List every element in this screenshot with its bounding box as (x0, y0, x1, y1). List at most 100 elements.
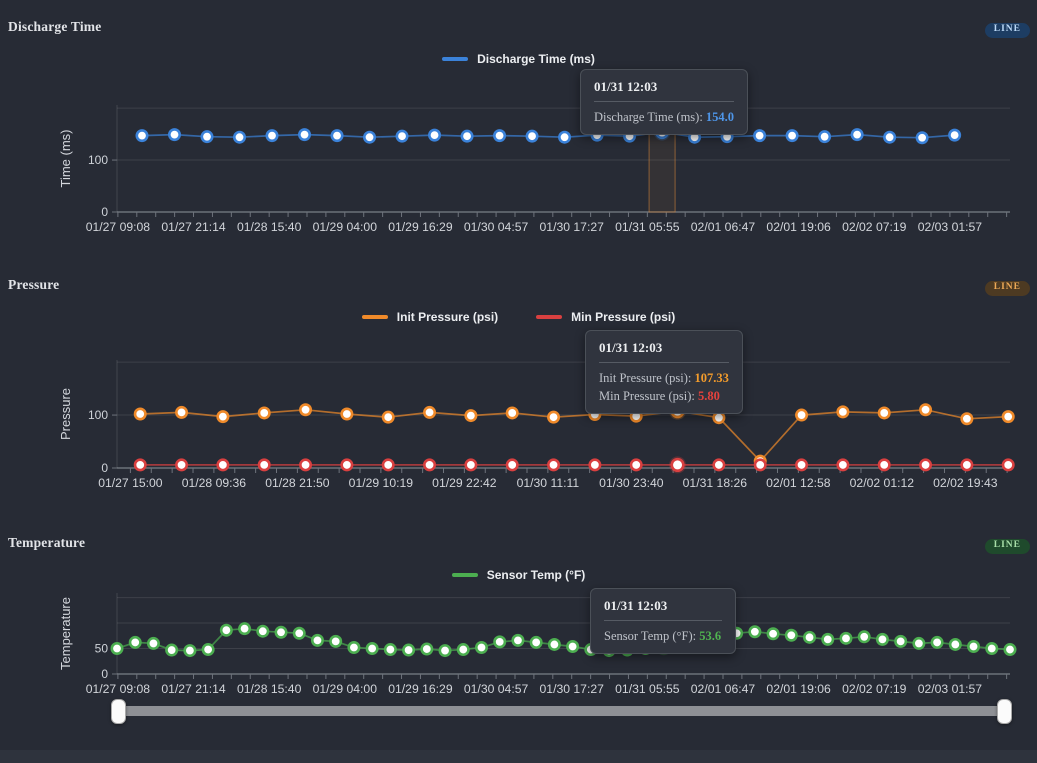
data-point[interactable] (460, 129, 474, 143)
data-point[interactable] (753, 458, 767, 472)
legend-item[interactable]: Init Pressure (psi) (361, 310, 498, 324)
data-point[interactable] (529, 635, 543, 649)
data-point[interactable] (1001, 410, 1015, 424)
data-point[interactable] (785, 129, 799, 143)
data-point[interactable] (877, 458, 891, 472)
data-point[interactable] (967, 639, 981, 653)
slider-handle-right[interactable] (997, 699, 1012, 724)
data-point[interactable] (784, 628, 798, 642)
data-point[interactable] (948, 637, 962, 651)
data-point[interactable] (175, 405, 189, 419)
data-point[interactable] (110, 642, 124, 656)
data-point[interactable] (894, 634, 908, 648)
data-point[interactable] (165, 643, 179, 657)
plot-area[interactable]: 01/27 09:08 01/27 21:14 01/28 15:40 01/29 0… (0, 516, 1037, 763)
data-point[interactable] (547, 637, 561, 651)
legend-item[interactable]: Min Pressure (psi) (536, 310, 675, 324)
data-point[interactable] (423, 458, 437, 472)
data-point[interactable] (948, 128, 962, 142)
data-point[interactable] (219, 623, 233, 637)
data-point[interactable] (960, 458, 974, 472)
data-point[interactable] (850, 128, 864, 142)
data-point[interactable] (257, 458, 271, 472)
data-point[interactable] (456, 643, 470, 657)
data-point[interactable] (753, 129, 767, 143)
data-point[interactable] (257, 406, 271, 420)
data-point[interactable] (629, 458, 643, 472)
data-point[interactable] (493, 129, 507, 143)
data-point[interactable] (818, 130, 832, 144)
legend-item[interactable]: Sensor Temp (°F) (451, 568, 585, 582)
data-point[interactable] (329, 634, 343, 648)
data-point[interactable] (381, 410, 395, 424)
data-point[interactable] (857, 630, 871, 644)
chart-type-badge[interactable]: LINE (984, 281, 1030, 296)
data-point[interactable] (299, 458, 313, 472)
data-point[interactable] (511, 633, 525, 647)
data-point[interactable] (238, 622, 252, 636)
data-point[interactable] (748, 625, 762, 639)
data-point[interactable] (175, 458, 189, 472)
data-point[interactable] (299, 403, 313, 417)
data-point[interactable] (464, 458, 478, 472)
data-point[interactable] (912, 636, 926, 650)
data-point[interactable] (381, 458, 395, 472)
data-point[interactable] (200, 130, 214, 144)
data-point[interactable] (298, 128, 312, 142)
data-point[interactable] (566, 639, 580, 653)
data-point[interactable] (915, 131, 929, 145)
data-point[interactable] (919, 458, 933, 472)
data-point[interactable] (766, 627, 780, 641)
chart-type-badge[interactable]: LINE (984, 23, 1030, 38)
data-point[interactable] (821, 632, 835, 646)
data-point[interactable] (558, 130, 572, 144)
data-point[interactable] (128, 635, 142, 649)
data-point[interactable] (836, 458, 850, 472)
chart-type-badge[interactable]: LINE (984, 539, 1030, 554)
data-point[interactable] (365, 642, 379, 656)
slider-handle-left[interactable] (111, 699, 126, 724)
data-point[interactable] (505, 406, 519, 420)
data-point[interactable] (670, 457, 685, 473)
data-point[interactable] (588, 458, 602, 472)
data-point[interactable] (233, 130, 247, 144)
data-point[interactable] (875, 632, 889, 646)
data-point[interactable] (930, 635, 944, 649)
data-point[interactable] (803, 630, 817, 644)
data-point[interactable] (183, 644, 197, 658)
range-slider-track[interactable] (118, 706, 1010, 716)
data-point[interactable] (795, 458, 809, 472)
data-point[interactable] (201, 643, 215, 657)
data-point[interactable] (1003, 643, 1017, 657)
legend-item[interactable]: Discharge Time (ms) (442, 52, 595, 66)
data-point[interactable] (712, 458, 726, 472)
data-point[interactable] (340, 458, 354, 472)
data-point[interactable] (795, 408, 809, 422)
data-point[interactable] (428, 128, 442, 142)
data-point[interactable] (216, 410, 230, 424)
data-point[interactable] (310, 633, 324, 647)
data-point[interactable] (292, 626, 306, 640)
data-point[interactable] (547, 410, 561, 424)
data-point[interactable] (836, 405, 850, 419)
data-point[interactable] (402, 643, 416, 657)
data-point[interactable] (168, 128, 182, 142)
data-point[interactable] (960, 412, 974, 426)
data-point[interactable] (438, 644, 452, 658)
data-point[interactable] (330, 129, 344, 143)
data-point[interactable] (146, 636, 160, 650)
data-point[interactable] (363, 130, 377, 144)
data-point[interactable] (712, 411, 726, 425)
data-point[interactable] (919, 403, 933, 417)
data-point[interactable] (133, 458, 147, 472)
plot-area[interactable]: 01/27 15:00 01/28 09:36 01/28 21:50 01/29 1… (0, 258, 1037, 516)
data-point[interactable] (464, 409, 478, 423)
data-point[interactable] (383, 643, 397, 657)
data-point[interactable] (347, 641, 361, 655)
data-point[interactable] (883, 130, 897, 144)
data-point[interactable] (474, 641, 488, 655)
data-point[interactable] (265, 129, 279, 143)
data-point[interactable] (985, 642, 999, 656)
data-point[interactable] (133, 407, 147, 421)
data-point[interactable] (340, 407, 354, 421)
